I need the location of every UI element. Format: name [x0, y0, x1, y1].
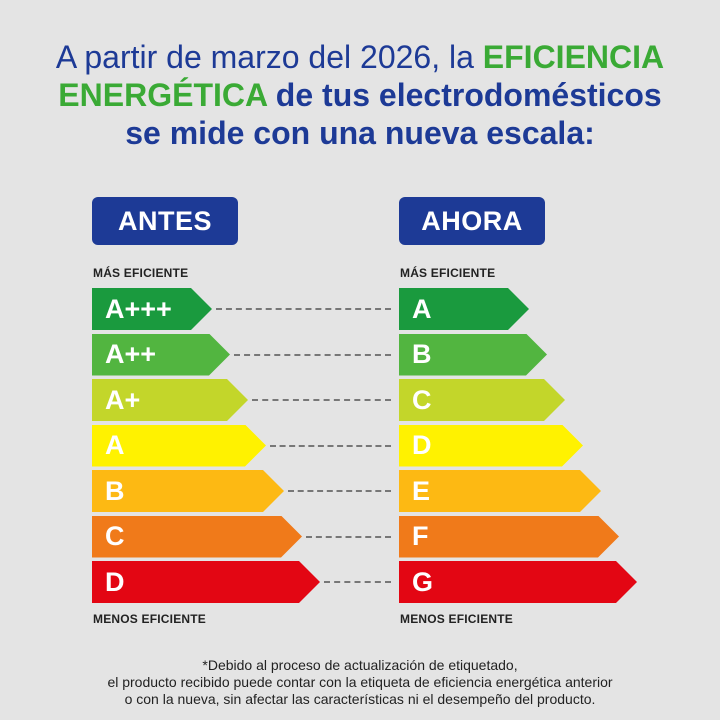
before-class-bar: A+++: [92, 288, 212, 330]
after-bottom-label: MENOS EFICIENTE: [400, 612, 514, 626]
headline: A partir de marzo del 2026, la EFICIENCI…: [0, 38, 720, 152]
headline-highlight-2: ENERGÉTICA: [58, 77, 267, 113]
after-class-bar: D: [399, 425, 583, 467]
class-mapping-line: [324, 581, 391, 583]
after-class-bar: E: [399, 470, 601, 512]
before-class-bar: A: [92, 425, 266, 467]
before-class-bar: D: [92, 561, 320, 603]
before-class-bar: A+: [92, 379, 248, 421]
class-mapping-line: [216, 308, 391, 310]
after-class-bar: C: [399, 379, 565, 421]
after-class-bar: B: [399, 334, 547, 376]
before-class-bar: B: [92, 470, 284, 512]
class-mapping-line: [270, 444, 391, 447]
class-mapping-line: [288, 490, 391, 492]
footnote-line-2: el producto recibido puede contar con la…: [107, 674, 613, 690]
after-class-bar: G: [399, 561, 637, 603]
footnote: *Debido al proceso de actualización de e…: [0, 657, 720, 708]
after-top-label: MÁS EFICIENTE: [400, 266, 496, 280]
before-top-label: MÁS EFICIENTE: [93, 266, 189, 280]
before-class-bar: A++: [92, 334, 230, 376]
after-title: AHORA: [399, 197, 545, 245]
after-class-bar: F: [399, 516, 619, 558]
headline-highlight-1: EFICIENCIA: [482, 39, 665, 75]
headline-intro: A partir de marzo del 2026, la: [55, 39, 483, 75]
footnote-line-1: *Debido al proceso de actualización de e…: [202, 657, 518, 673]
before-title: ANTES: [92, 197, 238, 245]
headline-line-1: A partir de marzo del 2026, la EFICIENCI…: [0, 38, 720, 76]
headline-line-3: se mide con una nueva escala:: [125, 115, 595, 151]
before-bottom-label: MENOS EFICIENTE: [93, 612, 207, 626]
footnote-line-3: o con la nueva, sin afectar las caracter…: [124, 691, 596, 707]
headline-line-2: ENERGÉTICA de tus electrodomésticos: [0, 76, 720, 114]
class-mapping-line: [252, 399, 391, 401]
before-class-bar: C: [92, 516, 302, 558]
after-class-bar: A: [399, 288, 529, 330]
class-mapping-line: [234, 353, 391, 356]
class-mapping-line: [306, 535, 391, 538]
headline-subject: de tus electrodomésticos: [266, 77, 662, 113]
